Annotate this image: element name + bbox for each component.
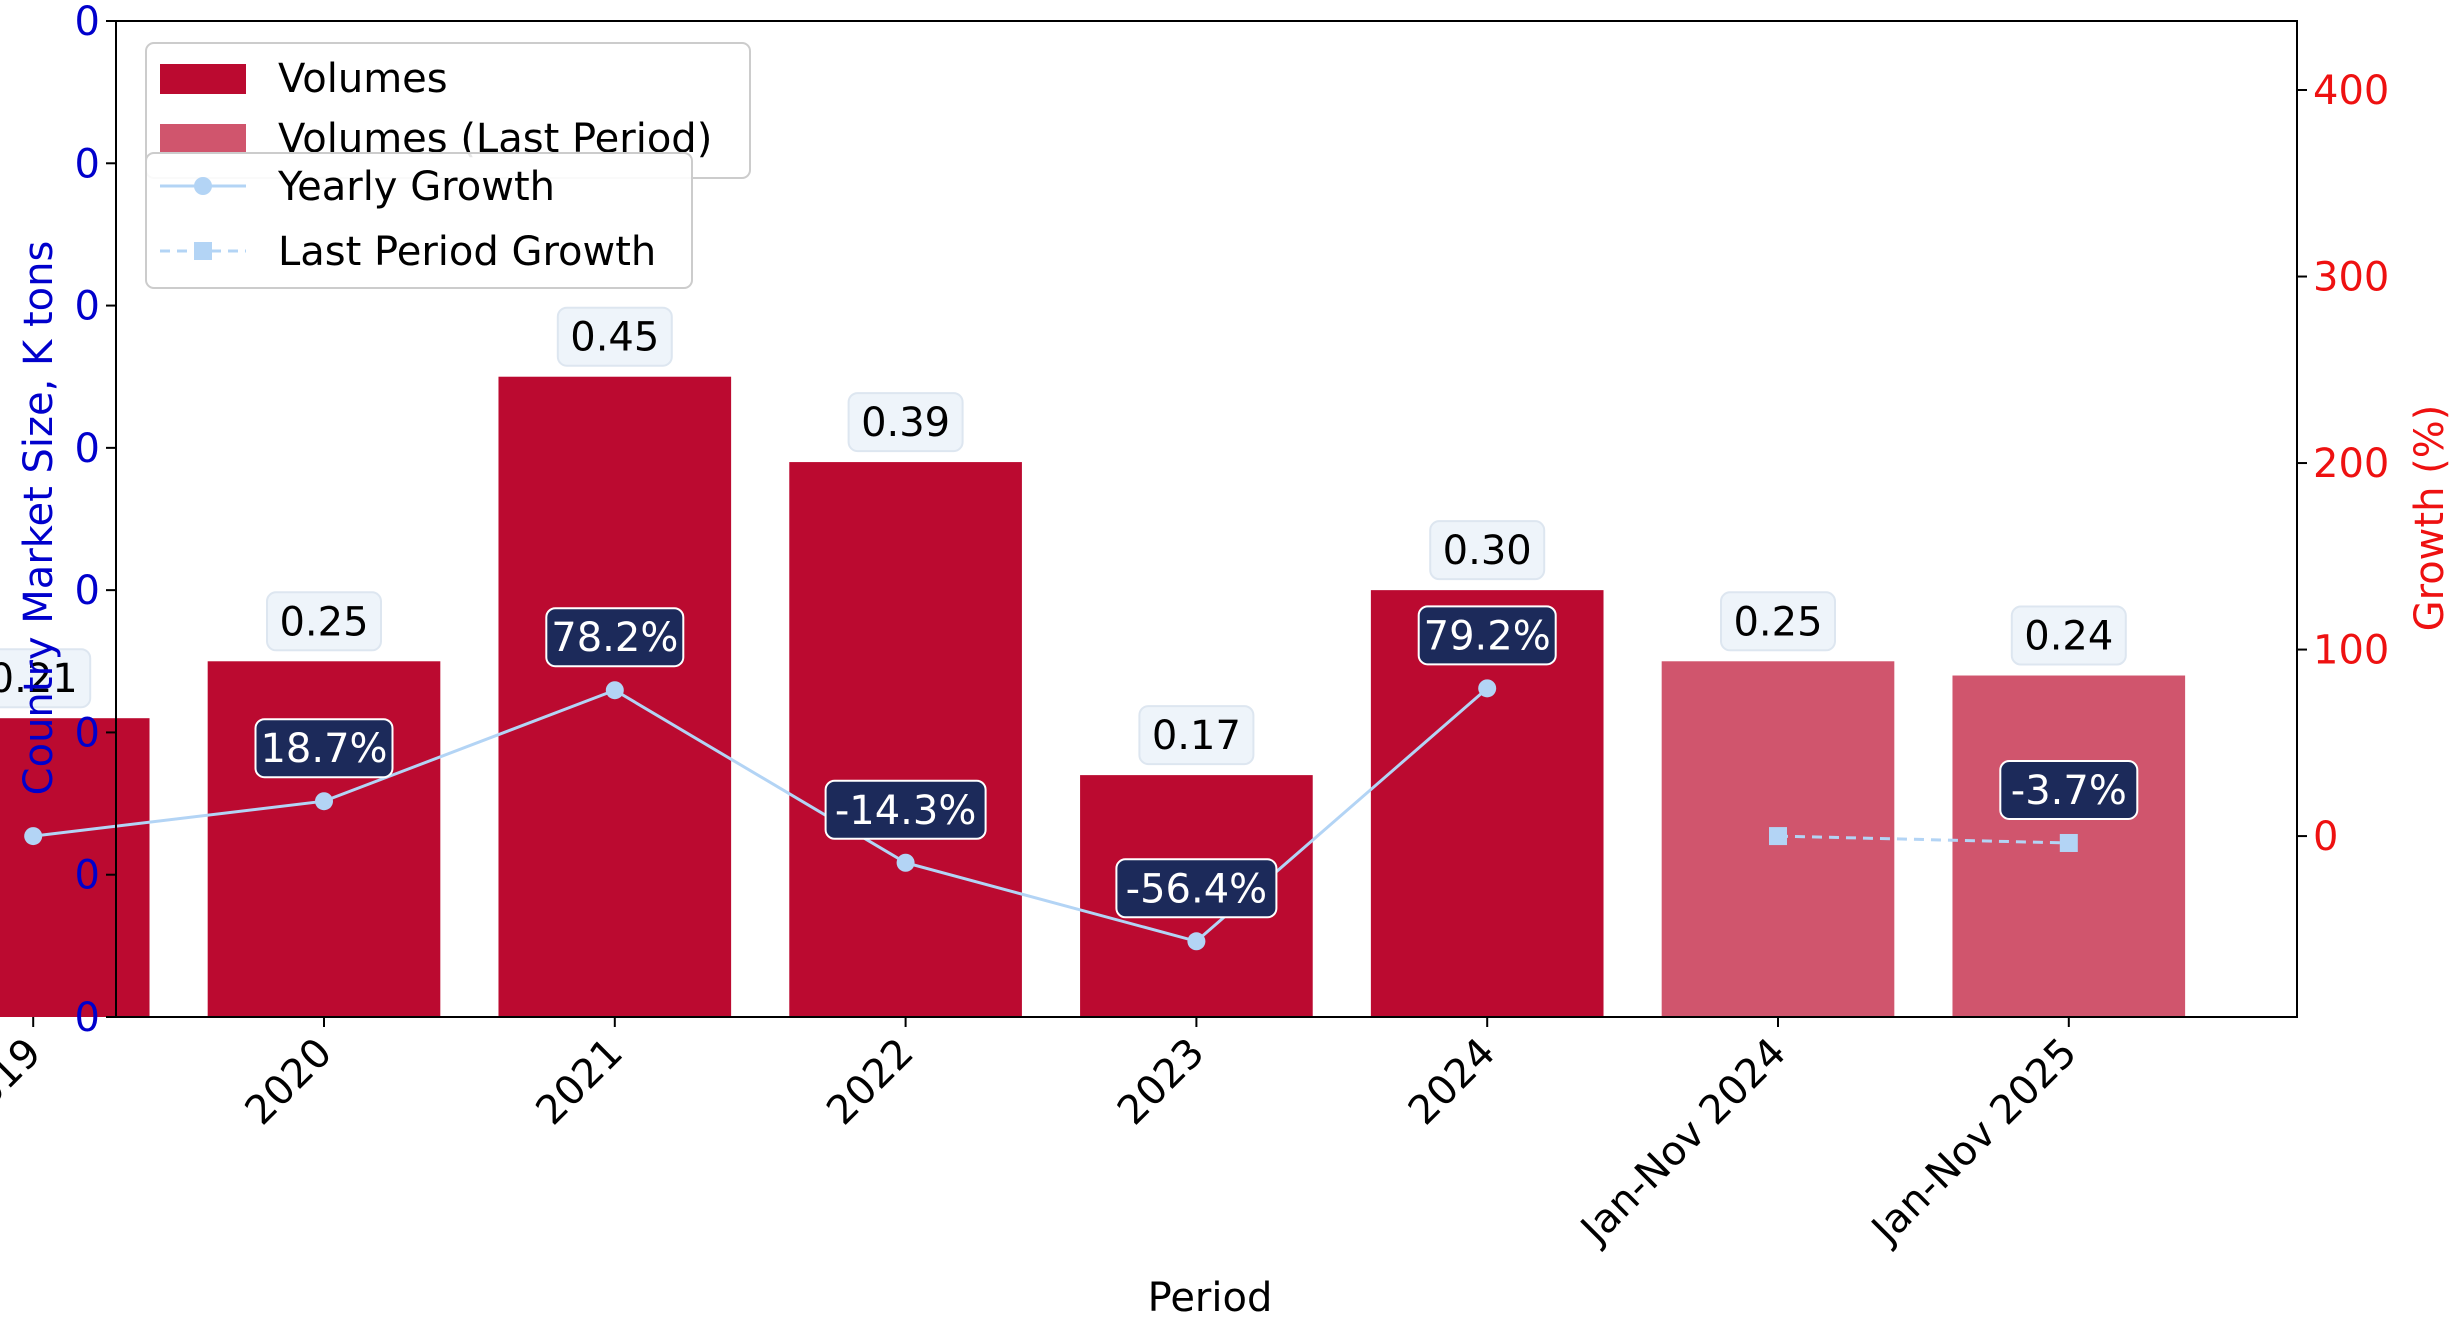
bar-2022	[789, 462, 1022, 1018]
growth-marker-2023	[1187, 932, 1206, 951]
growth-label-jan-nov-2025-box	[1999, 759, 2139, 820]
value-label-2019: 0.21	[0, 648, 92, 709]
value-label-2023-box	[1138, 705, 1255, 766]
left-tick-label: 0	[75, 568, 100, 614]
right-y-axis: 0 100 200 300 400	[2297, 68, 2389, 860]
bars-layer	[0, 376, 2186, 1018]
growth-label-2024: 79.2%	[1417, 605, 1557, 666]
x-tick-label: 2020	[237, 1030, 342, 1135]
right-tick-label: 200	[2313, 441, 2389, 487]
data-labels-layer: 0.21 0.25 0.45 0.39 0.17 0.30 0.25 0.24 18.7% 78.…	[0, 306, 2139, 919]
value-label-jan-nov-2025: 0.24	[2010, 605, 2127, 666]
growth-marker-jan-nov-2024	[1769, 827, 1787, 846]
value-label-2022-text: 0.39	[861, 400, 950, 446]
left-axis-title: Country Market Size, K tons	[16, 241, 62, 796]
left-tick-label: 0	[75, 284, 100, 330]
legend: Volumes Volumes (Last Period) Yearly Gro…	[145, 42, 751, 289]
value-label-2021-text: 0.45	[570, 315, 659, 361]
value-label-2022: 0.39	[847, 392, 964, 453]
value-label-jan-nov-2025-text: 0.24	[2024, 614, 2113, 660]
growth-label-2024-box	[1417, 605, 1557, 666]
x-tick-label: 2024	[1400, 1030, 1505, 1135]
value-label-2024: 0.30	[1429, 520, 1546, 581]
value-label-2019-box	[0, 648, 92, 709]
legend-label-yearly-growth: Yearly Growth	[277, 164, 555, 210]
value-label-jan-nov-2025-box	[2010, 605, 2127, 666]
x-tick-label: 2021	[527, 1030, 632, 1135]
left-tick-label: 0	[75, 710, 100, 756]
growth-label-2022: -14.3%	[824, 779, 987, 840]
bar-2019	[0, 718, 150, 1017]
growth-label-2020-text: 18.7%	[260, 726, 387, 772]
right-tick-label: 100	[2313, 628, 2389, 674]
growth-marker-jan-nov-2025	[2059, 833, 2078, 852]
x-axis-title: Period	[1148, 1275, 1273, 1321]
value-label-2024-box	[1429, 520, 1546, 581]
growth-marker-2021	[605, 681, 624, 700]
value-label-2020: 0.25	[266, 591, 382, 652]
left-tick-label: 0	[75, 426, 100, 472]
growth-label-2021: 78.2%	[545, 607, 685, 668]
right-tick-label: 300	[2313, 255, 2389, 301]
legend-box-growth	[145, 152, 693, 289]
growth-label-2023: -56.4%	[1115, 858, 1278, 919]
value-label-jan-nov-2024: 0.25	[1720, 591, 1836, 652]
x-tick-label: Jan-Nov 2024	[1570, 1030, 1795, 1255]
growth-line-last-period	[1777, 834, 2069, 845]
value-label-2023-text: 0.17	[1152, 713, 1241, 759]
value-label-2023: 0.17	[1138, 705, 1255, 766]
bar-2020	[207, 661, 441, 1017]
growth-label-2022-text: -14.3%	[835, 788, 977, 834]
value-label-2024-text: 0.30	[1443, 528, 1532, 574]
growth-marker-2022	[896, 853, 915, 872]
growth-label-2021-box	[545, 607, 685, 668]
value-label-2022-box	[847, 392, 964, 453]
x-tick-label: 2019	[0, 1030, 50, 1135]
value-label-2021-box	[556, 306, 673, 367]
value-label-2021: 0.45	[556, 306, 673, 367]
growth-label-2020-box	[254, 718, 394, 779]
value-label-jan-nov-2024-box	[1720, 591, 1836, 652]
x-tick-label: Jan-Nov 2025	[1861, 1030, 2086, 1255]
left-tick-label: 0	[75, 853, 100, 899]
right-axis-title: Growth (%)	[2407, 405, 2453, 632]
value-label-jan-nov-2024-text: 0.25	[1733, 599, 1822, 645]
growth-label-2022-box	[824, 779, 987, 840]
x-tick-label: 2022	[818, 1030, 923, 1135]
growth-label-jan-nov-2025-text: -3.7%	[2011, 768, 2127, 814]
left-tick-label: 0	[75, 141, 100, 187]
growth-label-2023-box	[1115, 858, 1278, 919]
x-axis: 2019 2020 2021 2022 2023 2024 Jan-Nov 2024 Jan-…	[0, 1017, 2086, 1254]
legend-label-last-period-growth: Last Period Growth	[278, 229, 656, 275]
value-label-2019-text: 0.21	[0, 656, 78, 702]
growth-label-2023-text: -56.4%	[1126, 866, 1268, 912]
growth-label-2024-text: 79.2%	[1424, 613, 1551, 659]
legend-marker-last-period-growth	[194, 242, 212, 260]
growth-label-2021-text: 78.2%	[551, 615, 678, 661]
right-tick-label: 0	[2313, 814, 2338, 860]
growth-marker-2020	[315, 792, 333, 811]
growth-label-2020: 18.7%	[254, 718, 394, 779]
left-tick-label: 0	[75, 995, 100, 1041]
value-label-2020-text: 0.25	[279, 599, 368, 645]
left-tick-label: 0	[75, 0, 100, 45]
right-tick-label: 400	[2313, 68, 2389, 114]
x-tick-label: 2023	[1109, 1030, 1214, 1135]
left-y-axis: 0 0 0 0 0 0 0 0	[75, 0, 116, 1041]
growth-label-jan-nov-2025: -3.7%	[1999, 759, 2139, 820]
plot-frame	[115, 20, 2298, 1018]
legend-marker-yearly-growth	[194, 177, 212, 195]
growth-marker-2019	[24, 827, 43, 846]
value-label-2020-box	[266, 591, 382, 652]
legend-swatch-last-period	[160, 124, 246, 154]
growth-marker-2024	[1478, 679, 1497, 698]
legend-label-volumes: Volumes	[278, 56, 448, 102]
legend-swatch-volumes	[160, 64, 246, 94]
